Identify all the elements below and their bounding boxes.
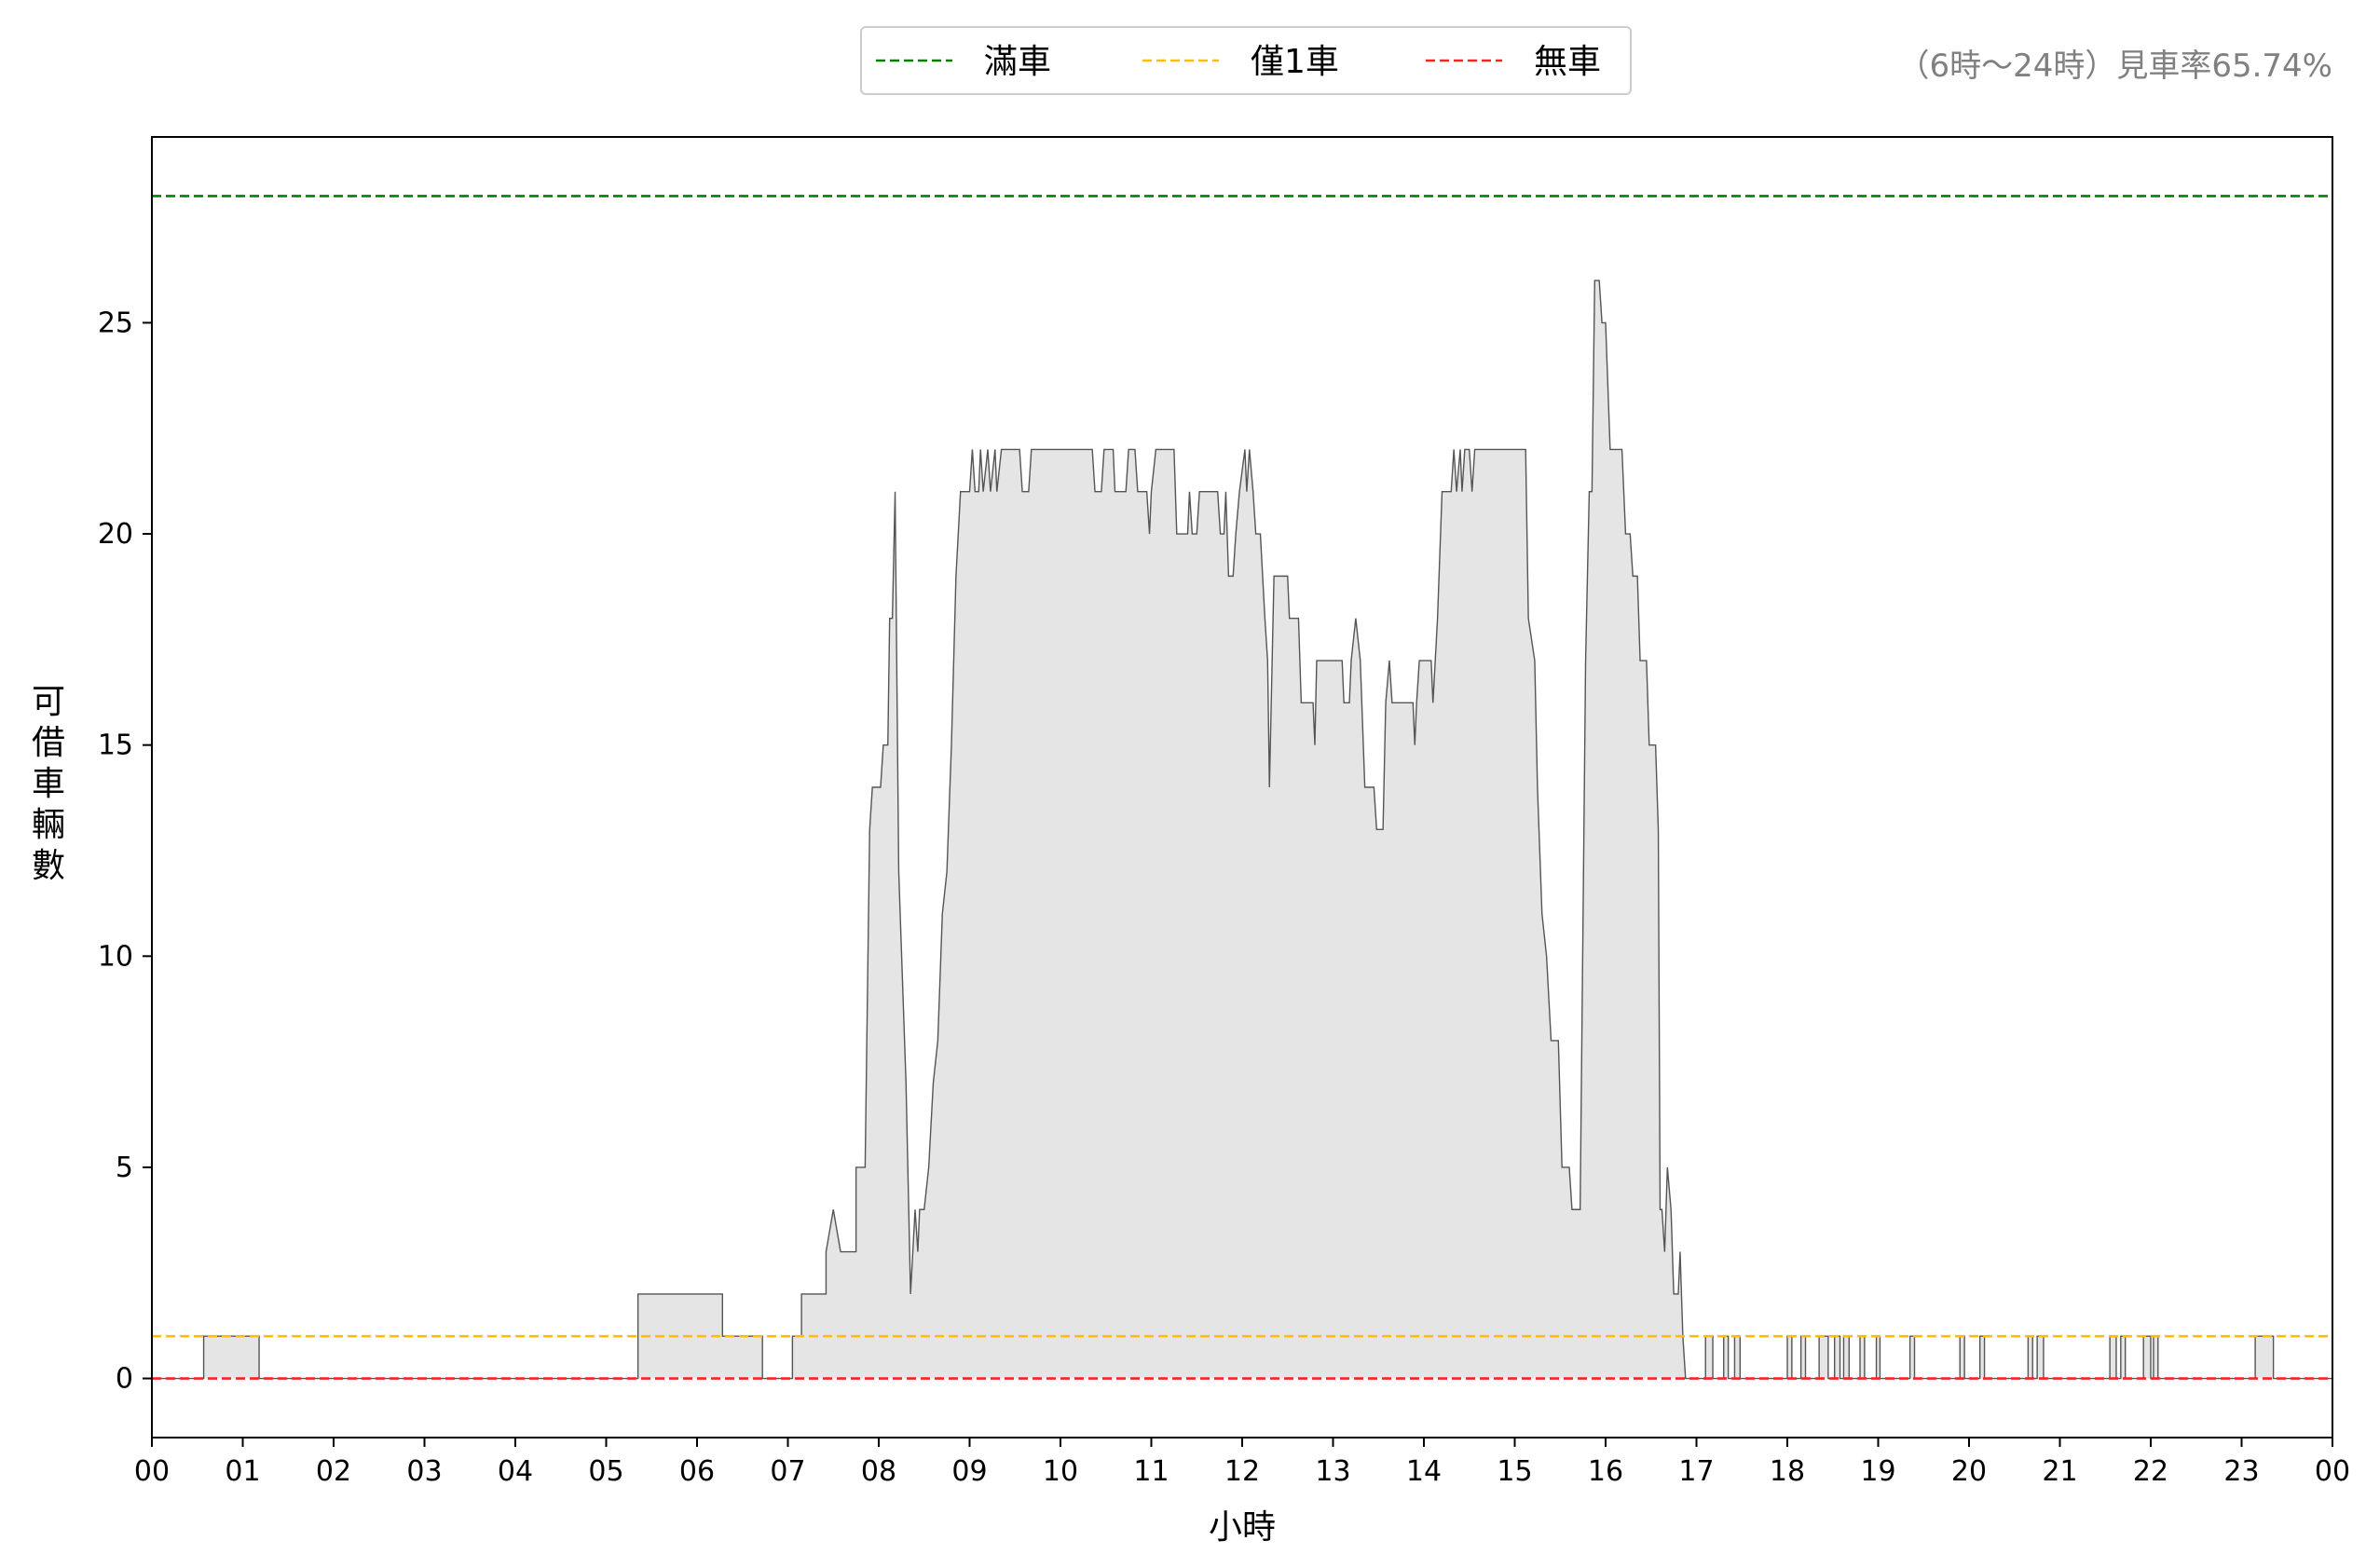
x-tick-label: 16 xyxy=(1588,1455,1623,1488)
y-axis-label-char: 車 xyxy=(32,765,65,803)
area-fill-series-0 xyxy=(152,280,2332,1378)
x-tick-label: 08 xyxy=(861,1455,896,1488)
x-tick-label: 01 xyxy=(225,1455,260,1488)
x-tick-label: 22 xyxy=(2133,1455,2168,1488)
y-tick-label: 10 xyxy=(98,940,133,973)
x-tick-label: 07 xyxy=(770,1455,805,1488)
x-tick-label: 12 xyxy=(1224,1455,1260,1488)
x-tick-label: 15 xyxy=(1497,1455,1532,1488)
y-tick-label: 0 xyxy=(116,1363,133,1396)
x-tick-label: 05 xyxy=(588,1455,623,1488)
x-tick-label: 18 xyxy=(1770,1455,1805,1488)
x-tick-label: 09 xyxy=(951,1455,987,1488)
y-tick-label: 15 xyxy=(98,729,133,762)
x-tick-label: 06 xyxy=(679,1455,715,1488)
legend-label-0: 滿車 xyxy=(984,43,1051,81)
y-tick-label: 5 xyxy=(116,1152,133,1184)
y-axis-label-char: 借 xyxy=(32,724,65,762)
x-tick-label: 02 xyxy=(316,1455,351,1488)
x-axis-label: 小時 xyxy=(1209,1508,1276,1547)
x-tick-label: 00 xyxy=(134,1455,170,1488)
y-tick-label: 20 xyxy=(98,518,133,551)
x-tick-label: 23 xyxy=(2223,1455,2259,1488)
y-axis-label-char: 數 xyxy=(32,847,65,885)
y-axis-label-char: 輛 xyxy=(32,806,65,844)
x-tick-label: 00 xyxy=(2315,1455,2350,1488)
y-axis-label-char: 可 xyxy=(32,683,65,721)
x-tick-label: 03 xyxy=(406,1455,442,1488)
legend-label-1: 僅1車 xyxy=(1251,43,1339,81)
y-tick-label: 25 xyxy=(98,307,133,339)
x-tick-label: 13 xyxy=(1315,1455,1350,1488)
legend: 滿車 僅1車 無車 xyxy=(861,27,1631,94)
x-tick-label: 11 xyxy=(1133,1455,1169,1488)
legend-box xyxy=(861,27,1631,94)
x-tick-label: 20 xyxy=(1951,1455,1987,1488)
x-tick-label: 19 xyxy=(1860,1455,1895,1488)
availability-note: （6時～24時）見車率65.74% xyxy=(1897,48,2332,85)
x-tick-label: 14 xyxy=(1406,1455,1442,1488)
plot-area xyxy=(152,196,2332,1378)
x-tick-label: 04 xyxy=(498,1455,533,1488)
x-tick-label: 21 xyxy=(2042,1455,2077,1488)
legend-label-2: 無車 xyxy=(1534,43,1601,81)
x-tick-label: 10 xyxy=(1043,1455,1078,1488)
x-tick-label: 17 xyxy=(1678,1455,1714,1488)
